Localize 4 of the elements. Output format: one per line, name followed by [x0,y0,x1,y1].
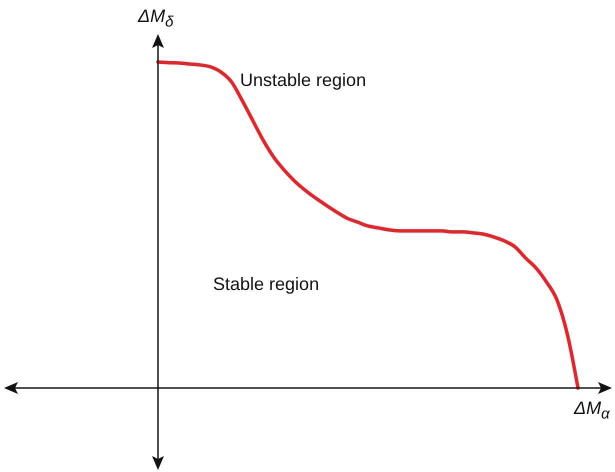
x-axis-title: ΔM$_{α}$ [574,398,610,423]
y-axis-title: ΔM$_{δ}$ [138,6,174,31]
annotation: Unstable region [240,70,366,91]
annotation: Stable region [213,274,320,295]
